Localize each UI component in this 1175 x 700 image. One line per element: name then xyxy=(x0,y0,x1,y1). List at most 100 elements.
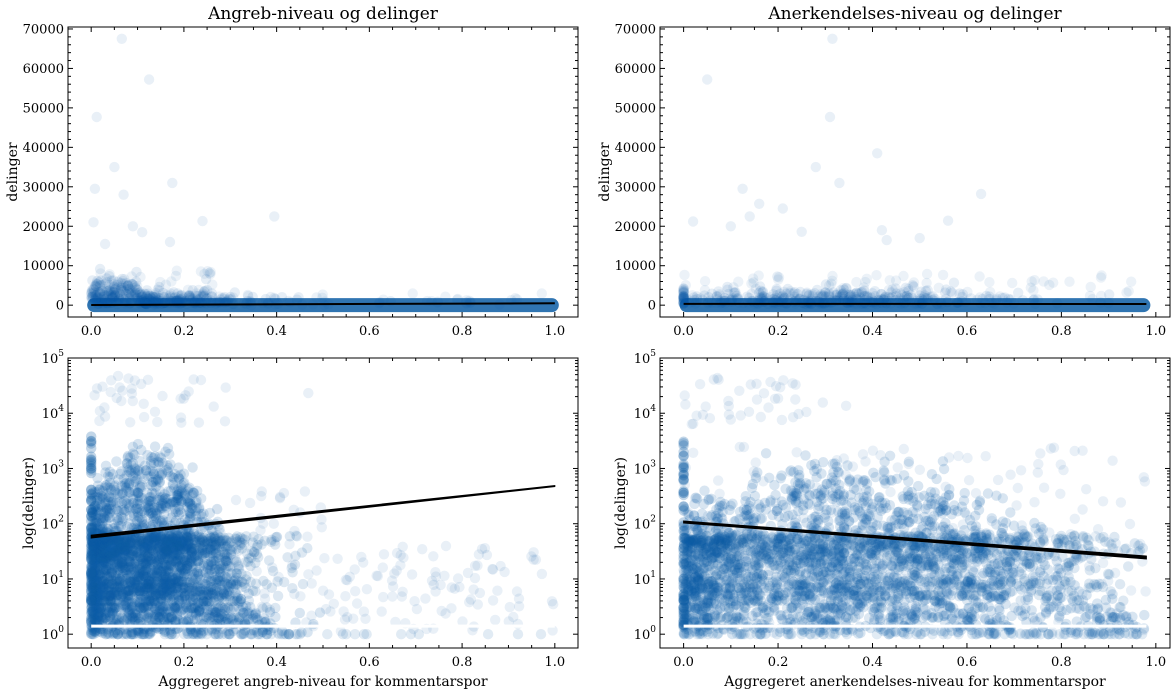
data-point xyxy=(235,537,245,547)
data-point xyxy=(934,283,944,293)
y-tick-label: 50000 xyxy=(615,101,656,116)
data-point xyxy=(147,601,157,611)
data-point xyxy=(111,546,121,556)
data-point xyxy=(206,612,216,622)
data-point xyxy=(181,599,191,609)
data-point xyxy=(117,34,127,44)
data-point xyxy=(152,417,162,427)
data-point xyxy=(238,602,248,612)
data-point xyxy=(179,292,189,302)
data-point xyxy=(974,271,984,281)
data-point xyxy=(223,552,233,562)
data-point xyxy=(162,586,172,596)
scatter-points xyxy=(86,34,559,313)
data-point xyxy=(417,544,427,554)
data-point xyxy=(139,609,149,619)
data-point xyxy=(143,551,153,561)
data-point xyxy=(700,276,710,286)
data-point xyxy=(275,492,285,502)
data-point xyxy=(188,578,198,588)
data-point xyxy=(122,470,132,480)
data-point xyxy=(90,184,100,194)
data-point xyxy=(336,626,346,636)
x-tick-label: 0.8 xyxy=(1051,324,1072,339)
data-point xyxy=(439,571,449,581)
data-point xyxy=(164,606,174,616)
data-point xyxy=(943,216,953,226)
data-point xyxy=(269,211,279,221)
data-point xyxy=(185,509,195,519)
data-point xyxy=(430,586,440,596)
x-tick-label: 0.4 xyxy=(862,324,883,339)
data-point xyxy=(160,493,170,503)
data-point xyxy=(103,496,113,506)
data-point xyxy=(121,573,131,583)
data-point xyxy=(151,589,161,599)
data-point xyxy=(483,629,493,639)
data-point xyxy=(171,497,181,507)
data-point xyxy=(88,217,98,227)
data-point xyxy=(86,629,96,639)
data-point xyxy=(118,276,128,286)
data-point xyxy=(921,278,931,288)
data-point xyxy=(700,285,710,295)
y-tick-label: 40000 xyxy=(23,141,64,156)
data-point xyxy=(212,504,222,514)
y-tick-label: 20000 xyxy=(615,220,656,235)
data-point xyxy=(324,589,334,599)
data-point xyxy=(228,292,238,302)
data-point xyxy=(962,287,972,297)
data-point xyxy=(123,373,133,383)
x-tick-label: 0.2 xyxy=(174,324,195,339)
data-point xyxy=(440,292,450,302)
data-point xyxy=(179,469,189,479)
x-tick-label: 0.8 xyxy=(452,655,473,670)
data-point xyxy=(359,606,369,616)
data-point xyxy=(119,565,129,575)
data-point xyxy=(1064,277,1074,287)
data-point xyxy=(303,388,313,398)
data-point xyxy=(209,401,219,411)
data-point xyxy=(92,279,102,289)
data-point xyxy=(139,570,149,580)
data-point xyxy=(86,570,96,580)
data-point xyxy=(273,628,283,638)
data-point xyxy=(748,277,758,287)
data-point xyxy=(714,289,724,299)
data-point xyxy=(375,297,385,307)
data-point xyxy=(104,269,114,279)
data-point xyxy=(387,591,397,601)
data-point xyxy=(513,629,523,639)
data-point xyxy=(231,495,241,505)
data-point xyxy=(257,486,267,496)
data-point xyxy=(194,417,204,427)
data-point xyxy=(118,190,128,200)
data-point xyxy=(113,371,123,381)
data-point xyxy=(86,504,96,514)
data-point xyxy=(361,629,371,639)
subplot-title: Anerkendelses-niveau og delinger xyxy=(767,4,1062,24)
data-point xyxy=(412,604,422,614)
x-tick-label: 0.0 xyxy=(673,324,694,339)
data-point xyxy=(175,394,185,404)
data-point xyxy=(273,572,283,582)
data-point xyxy=(265,605,275,615)
data-point xyxy=(135,272,145,282)
data-point xyxy=(785,286,795,296)
x-tick-label: 1.0 xyxy=(544,655,565,670)
data-point xyxy=(86,607,96,617)
data-point xyxy=(116,396,126,406)
data-point xyxy=(287,560,297,570)
data-point xyxy=(1044,280,1054,290)
data-point xyxy=(107,600,117,610)
y-tick-label: 70000 xyxy=(615,22,656,37)
data-point xyxy=(163,443,173,453)
data-point xyxy=(217,572,227,582)
data-point xyxy=(350,586,360,596)
y-axis-label: delinger xyxy=(5,142,21,201)
data-point xyxy=(184,386,194,396)
